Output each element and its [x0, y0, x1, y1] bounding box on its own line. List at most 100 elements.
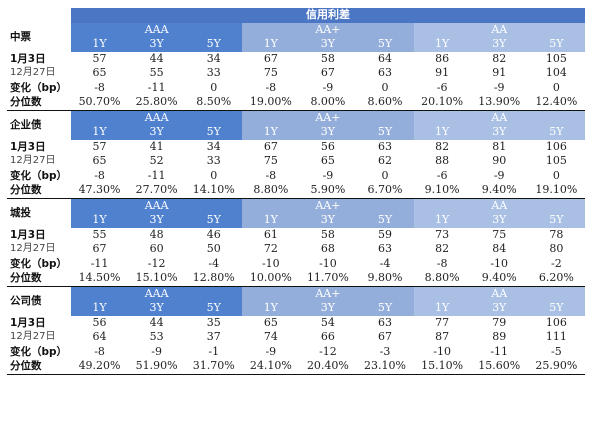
- table-cell: 27.70%: [128, 183, 186, 199]
- table-cell: -1: [208, 344, 220, 358]
- table-cell: 14.10%: [185, 183, 243, 199]
- table-cell: -10: [319, 256, 337, 270]
- group-header-2: AA: [413, 110, 585, 125]
- table-cell: 67: [263, 139, 278, 153]
- table-cell: -10: [261, 256, 280, 270]
- table-cell: 15.10%: [413, 359, 471, 375]
- tenor-header: 3Y: [299, 213, 357, 228]
- table-cell: -3: [379, 344, 391, 358]
- row-label: 12月27日: [10, 67, 56, 79]
- tenor-header: 3Y: [299, 37, 357, 52]
- tenor-header: 5Y: [527, 301, 585, 316]
- row-label: 分位数: [7, 183, 71, 199]
- table-cell: 105: [545, 154, 567, 168]
- row-label: 变化（bp）: [10, 257, 68, 270]
- table-cell: 82: [435, 139, 450, 153]
- table-cell: -9: [493, 80, 505, 94]
- tenor-header: 5Y: [356, 213, 414, 228]
- group-header-1: AA+: [242, 198, 414, 213]
- table-cell: 60: [149, 242, 164, 256]
- table-cell: 53: [149, 330, 164, 344]
- table-cell: -8: [94, 168, 105, 182]
- tenor-header: 5Y: [527, 213, 585, 228]
- group-header-0: AAA: [71, 286, 243, 301]
- row-label: 1月3日: [10, 140, 46, 153]
- table-cell: 34: [206, 51, 221, 65]
- table-row: 12月27日 64 53 37 74 66 67 87 89 111: [7, 330, 585, 345]
- tenor-header: 3Y: [128, 125, 186, 140]
- table-cell: -4: [379, 256, 391, 270]
- table-cell: 66: [320, 330, 335, 344]
- table-cell: -2: [551, 256, 562, 270]
- table-row: 变化（bp） -8 -11 0 -8 -9 0 -6 -9 0: [7, 81, 585, 96]
- tenor-header: 1Y: [242, 37, 300, 52]
- table-cell: 50.70%: [71, 95, 129, 111]
- table-cell: 54: [320, 315, 335, 329]
- table-row: 变化（bp） -8 -9 -1 -9 -12 -3 -10 -11 -5: [7, 345, 585, 360]
- table-cell: 11.70%: [299, 271, 357, 287]
- table-cell: 46: [206, 227, 221, 241]
- tenor-header: 3Y: [128, 37, 186, 52]
- table-cell: 0: [552, 80, 560, 94]
- table-cell: 68: [320, 242, 335, 256]
- table-title: 信用利差: [71, 8, 585, 23]
- table-cell: 19.00%: [242, 95, 300, 111]
- table-cell: 111: [545, 330, 567, 344]
- row-label: 12月27日: [10, 331, 56, 343]
- table-cell: 58: [320, 51, 335, 65]
- table-cell: 57: [92, 139, 107, 153]
- tenor-header: 3Y: [299, 301, 357, 316]
- table-cell: 91: [435, 66, 450, 80]
- table-row: 1月3日 57 44 34 67 58 64 86 82 105: [7, 52, 585, 67]
- table-cell: 67: [92, 242, 107, 256]
- table-cell: 49.20%: [71, 359, 129, 375]
- tenor-header: 3Y: [128, 301, 186, 316]
- table-cell: 87: [435, 330, 450, 344]
- tenor-header: 3Y: [470, 125, 528, 140]
- table-cell: 8.80%: [413, 271, 471, 287]
- tenor-header: 5Y: [185, 213, 243, 228]
- table-cell: 61: [263, 227, 278, 241]
- title-corner: [7, 8, 71, 23]
- table-cell: 91: [492, 66, 507, 80]
- table-cell: -12: [147, 256, 166, 270]
- title-row: 信用利差: [7, 8, 585, 23]
- tenor-header: 1Y: [242, 125, 300, 140]
- table-cell: 106: [545, 315, 567, 329]
- group-header-2: AA: [413, 286, 585, 301]
- table-cell: 20.10%: [413, 95, 471, 111]
- table-cell: 5.90%: [299, 183, 357, 199]
- table-cell: 63: [378, 139, 393, 153]
- table-cell: 84: [492, 242, 507, 256]
- table-cell: 8.50%: [185, 95, 243, 111]
- table-row: 分位数 50.70% 25.80% 8.50% 19.00% 8.00% 8.60% 20.1…: [7, 95, 585, 111]
- section-header-row: 城投 AAA AA+ AA: [7, 198, 585, 219]
- table-cell: -9: [322, 80, 334, 94]
- table-cell: 57: [92, 51, 107, 65]
- section-name: 公司债: [10, 295, 42, 307]
- table-row: 12月27日 65 52 33 75 65 62 88 90 105: [7, 154, 585, 169]
- table-cell: 44: [149, 51, 164, 65]
- table-cell: 56: [92, 315, 107, 329]
- table-cell: -9: [493, 168, 505, 182]
- table-cell: 9.40%: [470, 183, 528, 199]
- tenor-header: 3Y: [128, 213, 186, 228]
- table-cell: 25.90%: [527, 359, 585, 375]
- tenor-header-row: 1Y 3Y 5Y 1Y 3Y 5Y 1Y 3Y 5Y: [7, 37, 585, 52]
- table-cell: 65: [92, 154, 107, 168]
- table-cell: 74: [263, 330, 278, 344]
- group-header-0: AAA: [71, 198, 243, 213]
- table-cell: 0: [210, 80, 218, 94]
- tenor-header-row: 1Y 3Y 5Y 1Y 3Y 5Y 1Y 3Y 5Y: [7, 125, 585, 140]
- table-cell: 33: [206, 66, 221, 80]
- table-cell: 9.10%: [413, 183, 471, 199]
- table-cell: -12: [319, 344, 337, 358]
- row-label: 变化（bp）: [10, 81, 68, 94]
- table-cell: 14.50%: [71, 271, 129, 287]
- table-cell: -8: [94, 80, 105, 94]
- group-header-1: AA+: [242, 22, 414, 37]
- row-label: 12月27日: [10, 243, 56, 255]
- table-cell: 31.70%: [185, 359, 243, 375]
- tenor-header: 3Y: [470, 37, 528, 52]
- table-cell: 82: [435, 242, 450, 256]
